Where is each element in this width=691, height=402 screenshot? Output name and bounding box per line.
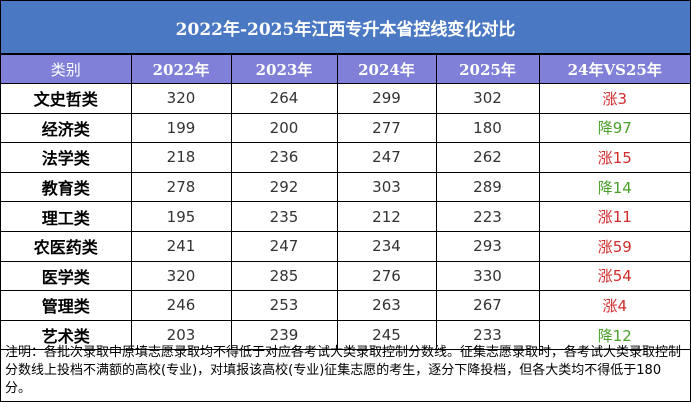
value-2025-cell: 267 (435, 290, 540, 321)
value-2024-cell: 247 (336, 142, 437, 173)
value-2025-cell: 223 (435, 201, 540, 232)
table-row: 教育类 278 292 303 289 降14 (1, 171, 690, 203)
value-2024-cell: 299 (336, 83, 437, 114)
value-2023-cell: 285 (230, 260, 338, 292)
value-2023-cell: 264 (230, 83, 338, 114)
value-2025-cell: 180 (435, 112, 540, 144)
category-cell: 艺术类 (1, 319, 132, 351)
value-2025-cell: 233 (435, 319, 540, 351)
value-2024-cell: 276 (336, 260, 437, 292)
value-2023-cell: 236 (230, 142, 338, 173)
value-2024-cell: 212 (336, 201, 437, 232)
value-2023-cell: 247 (230, 230, 338, 262)
value-2023-cell: 292 (230, 171, 338, 203)
value-2022-cell: 241 (130, 230, 232, 262)
change-cell: 涨4 (538, 290, 690, 321)
category-cell: 农医药类 (1, 230, 132, 262)
category-cell: 文史哲类 (1, 83, 132, 114)
change-cell: 涨11 (538, 201, 690, 232)
value-2025-cell: 330 (435, 260, 540, 292)
table-title: 2022年-2025年江西专升本省控线变化对比 (1, 1, 690, 54)
category-cell: 理工类 (1, 201, 132, 232)
change-cell: 涨3 (538, 83, 690, 114)
value-2024-cell: 263 (336, 290, 437, 321)
category-cell: 法学类 (1, 142, 132, 173)
change-cell: 涨54 (538, 260, 690, 292)
value-2022-cell: 218 (130, 142, 232, 173)
table-row: 医学类 320 285 276 330 涨54 (1, 260, 690, 292)
change-cell: 涨15 (538, 142, 690, 173)
header-2022: 2022年 (130, 54, 232, 84)
value-2022-cell: 199 (130, 112, 232, 144)
value-2024-cell: 234 (336, 230, 437, 262)
change-cell: 降97 (538, 112, 690, 144)
header-2025: 2025年 (435, 54, 540, 84)
category-cell: 经济类 (1, 112, 132, 144)
change-cell: 降12 (538, 319, 690, 351)
value-2025-cell: 302 (435, 83, 540, 114)
value-2022-cell: 203 (130, 319, 232, 351)
value-2025-cell: 293 (435, 230, 540, 262)
table-row: 法学类 218 236 247 262 涨15 (1, 142, 690, 173)
header-category: 类别 (1, 54, 132, 84)
value-2024-cell: 303 (336, 171, 437, 203)
table-row: 理工类 195 235 212 223 涨11 (1, 201, 690, 232)
value-2022-cell: 320 (130, 83, 232, 114)
change-cell: 涨59 (538, 230, 690, 262)
change-cell: 降14 (538, 171, 690, 203)
value-2024-cell: 245 (336, 319, 437, 351)
table-row: 农医药类 241 247 234 293 涨59 (1, 230, 690, 262)
footnote: 注明：各批次录取中原填志愿录取均不得低于对应各考试大类录取控制分数线。征集志愿录… (5, 345, 682, 396)
value-2022-cell: 320 (130, 260, 232, 292)
table-row: 艺术类 203 239 245 233 降12 (1, 319, 690, 351)
table-row: 文史哲类 320 264 299 302 涨3 (1, 83, 690, 114)
table-row: 经济类 199 200 277 180 降97 (1, 112, 690, 144)
value-2022-cell: 195 (130, 201, 232, 232)
header-2024: 2024年 (336, 54, 437, 84)
value-2023-cell: 200 (230, 112, 338, 144)
header-2023: 2023年 (230, 54, 338, 84)
table-header-row: 类别 2022年 2023年 2024年 2025年 24年VS25年 (1, 54, 690, 84)
value-2022-cell: 278 (130, 171, 232, 203)
value-2023-cell: 235 (230, 201, 338, 232)
score-table: 类别 2022年 2023年 2024年 2025年 24年VS25年 文史哲类… (1, 54, 690, 351)
value-2023-cell: 239 (230, 319, 338, 351)
category-cell: 管理类 (1, 290, 132, 321)
value-2024-cell: 277 (336, 112, 437, 144)
table-row: 管理类 246 253 263 267 涨4 (1, 290, 690, 321)
value-2025-cell: 289 (435, 171, 540, 203)
category-cell: 教育类 (1, 171, 132, 203)
category-cell: 医学类 (1, 260, 132, 292)
value-2025-cell: 262 (435, 142, 540, 173)
value-2022-cell: 246 (130, 290, 232, 321)
header-change: 24年VS25年 (538, 54, 690, 84)
value-2023-cell: 253 (230, 290, 338, 321)
